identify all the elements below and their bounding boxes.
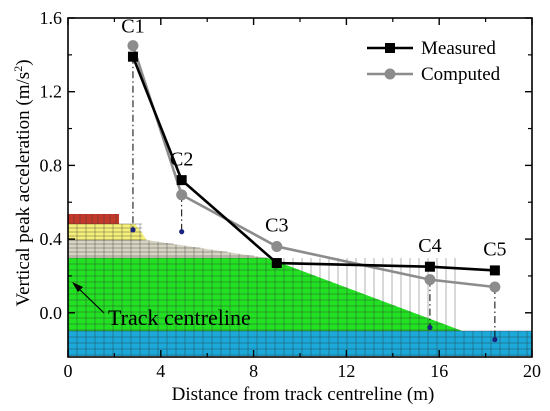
- rail-sleeper: [68, 214, 120, 224]
- data-point-measured: [127, 51, 138, 62]
- y-tick-label: 0.0: [40, 303, 63, 323]
- x-tick-label: 8: [249, 361, 258, 381]
- subsoil-layer: [68, 331, 532, 356]
- data-point-computed: [271, 240, 283, 252]
- point-label: C2: [170, 148, 193, 170]
- axes: 0 4 8 12 16 20 0.0 0.4 0.8 1.2 1.6: [40, 8, 542, 381]
- legend-marker-computed: [384, 68, 396, 80]
- y-tick-label: 0.4: [40, 229, 63, 249]
- y-axis-title: Vertical peak acceleration (m/s2): [11, 59, 34, 306]
- series-layer: [127, 40, 501, 293]
- y-tick-label: 1.6: [40, 8, 63, 28]
- legend-label-measured: Measured: [421, 38, 496, 59]
- data-point-computed: [489, 281, 501, 293]
- x-axis-title: Distance from track centreline (m): [172, 384, 435, 405]
- data-point-measured: [424, 261, 435, 272]
- track-centreline-label: Track centreline: [108, 305, 251, 330]
- sub-ballast-layer: [68, 240, 268, 258]
- data-point-measured: [271, 258, 282, 269]
- point-labels: C1 C2 C3 C4 C5: [121, 16, 506, 261]
- data-point-computed: [424, 274, 436, 286]
- data-point-computed: [176, 189, 188, 201]
- data-point-measured: [176, 175, 187, 186]
- point-label: C1: [121, 16, 144, 38]
- point-label: C3: [265, 215, 288, 237]
- data-point-computed: [127, 40, 139, 52]
- legend-label-computed: Computed: [421, 64, 501, 85]
- legend: Measured Computed: [367, 38, 501, 85]
- sensor-point: [179, 229, 185, 235]
- x-tick-label: 4: [156, 361, 165, 381]
- x-tick-label: 20: [523, 361, 541, 381]
- sensor-point: [130, 227, 136, 233]
- x-tick-label: 0: [64, 361, 73, 381]
- point-label: C5: [483, 239, 506, 261]
- fe-mesh: [68, 214, 532, 356]
- fe-model-background: [68, 214, 532, 356]
- x-tick-label: 12: [337, 361, 355, 381]
- track-centreline-arrow: [72, 282, 105, 314]
- sensor-point: [427, 324, 433, 331]
- legend-marker-measured: [385, 43, 395, 53]
- point-label: C4: [418, 235, 441, 257]
- data-point-measured: [489, 265, 500, 276]
- y-tick-label: 1.2: [40, 82, 63, 102]
- x-tick-label: 16: [430, 361, 448, 381]
- y-tick-label: 0.8: [40, 155, 63, 175]
- sensor-point: [492, 336, 498, 343]
